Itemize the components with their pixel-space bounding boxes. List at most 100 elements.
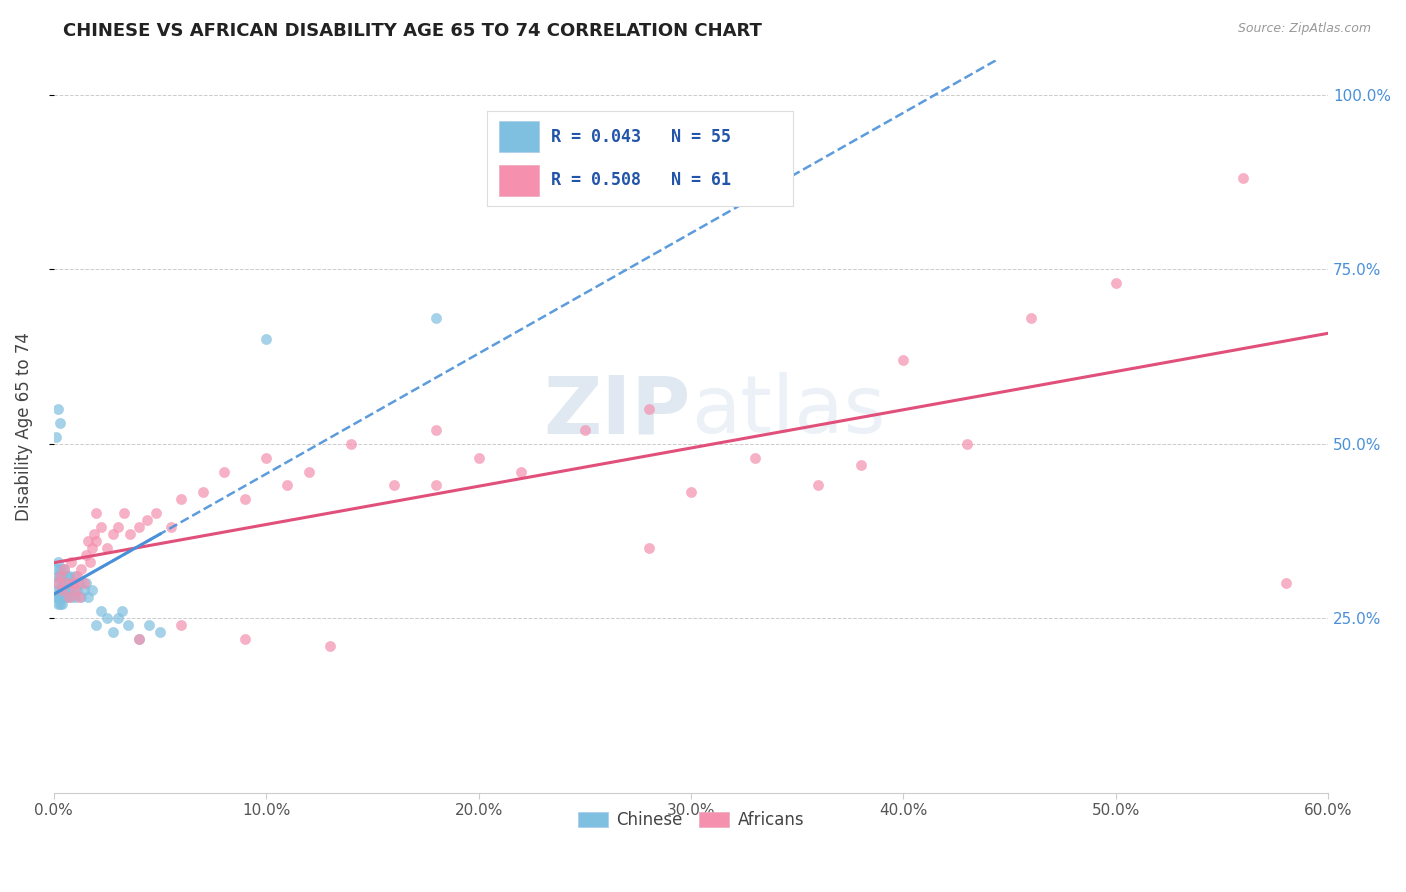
Point: [58, 576, 80, 591]
Point: [84, 618, 107, 632]
Point: [66, 583, 89, 598]
Point: [46, 597, 69, 611]
Point: [83, 527, 105, 541]
Point: [46, 590, 69, 604]
Point: [63, 583, 86, 598]
Point: [55, 576, 77, 591]
Point: [425, 423, 447, 437]
Point: [55, 569, 77, 583]
Point: [849, 458, 872, 472]
Point: [53, 576, 76, 591]
Point: [46, 583, 69, 598]
Point: [46, 569, 69, 583]
Point: [382, 478, 405, 492]
Point: [49, 590, 72, 604]
Point: [51, 597, 73, 611]
Point: [49, 569, 72, 583]
Point: [53, 590, 76, 604]
Point: [90, 604, 112, 618]
Point: [84, 507, 107, 521]
Point: [72, 576, 94, 591]
Point: [103, 625, 125, 640]
Point: [574, 423, 596, 437]
Point: [120, 527, 142, 541]
Point: [112, 507, 135, 521]
Point: [51, 576, 73, 591]
Point: [66, 569, 89, 583]
Point: [55, 576, 77, 591]
Point: [75, 576, 97, 591]
Point: [59, 576, 82, 591]
Point: [425, 478, 447, 492]
Point: [63, 590, 86, 604]
Point: [46, 576, 69, 591]
Point: [53, 562, 76, 576]
Point: [59, 555, 82, 569]
Point: [425, 310, 447, 325]
Point: [136, 513, 159, 527]
Point: [49, 562, 72, 576]
Point: [49, 583, 72, 598]
Point: [59, 590, 82, 604]
Point: [46, 401, 69, 416]
Point: [80, 583, 103, 598]
Point: [76, 590, 98, 604]
Point: [1232, 171, 1254, 186]
Point: [340, 436, 363, 450]
Point: [807, 478, 830, 492]
Point: [79, 555, 101, 569]
Point: [62, 576, 84, 591]
Point: [67, 576, 90, 591]
Point: [49, 569, 72, 583]
Text: CHINESE VS AFRICAN DISABILITY AGE 65 TO 74 CORRELATION CHART: CHINESE VS AFRICAN DISABILITY AGE 65 TO …: [63, 22, 762, 40]
Point: [319, 639, 342, 653]
Legend: Chinese, Africans: Chinese, Africans: [571, 805, 811, 836]
Point: [84, 534, 107, 549]
Point: [62, 576, 84, 591]
Point: [145, 507, 167, 521]
Point: [637, 541, 659, 556]
Point: [96, 611, 118, 625]
Point: [51, 583, 73, 598]
Point: [111, 604, 134, 618]
Point: [80, 541, 103, 556]
Point: [76, 534, 98, 549]
Point: [128, 632, 150, 646]
Point: [159, 520, 181, 534]
Point: [128, 632, 150, 646]
Point: [191, 485, 214, 500]
Point: [46, 555, 69, 569]
Point: [49, 597, 72, 611]
Point: [956, 436, 979, 450]
Point: [170, 618, 193, 632]
Point: [49, 416, 72, 430]
Point: [1105, 276, 1128, 290]
Point: [744, 450, 766, 465]
Point: [45, 562, 67, 576]
Point: [298, 465, 321, 479]
Point: [70, 562, 93, 576]
Point: [53, 562, 76, 576]
Point: [1274, 576, 1296, 591]
Point: [276, 478, 298, 492]
Point: [510, 465, 533, 479]
Point: [51, 583, 73, 598]
Point: [254, 450, 277, 465]
Point: [62, 583, 84, 598]
Point: [233, 492, 256, 507]
Point: [117, 618, 139, 632]
Point: [679, 485, 702, 500]
Point: [70, 590, 93, 604]
Point: [45, 590, 67, 604]
Point: [58, 590, 80, 604]
Point: [53, 583, 76, 598]
Point: [72, 583, 94, 598]
Point: [128, 520, 150, 534]
Point: [103, 527, 125, 541]
Point: [63, 576, 86, 591]
Point: [170, 492, 193, 507]
Text: ZIP: ZIP: [544, 373, 690, 450]
Point: [90, 520, 112, 534]
Point: [107, 520, 129, 534]
Point: [45, 429, 67, 443]
